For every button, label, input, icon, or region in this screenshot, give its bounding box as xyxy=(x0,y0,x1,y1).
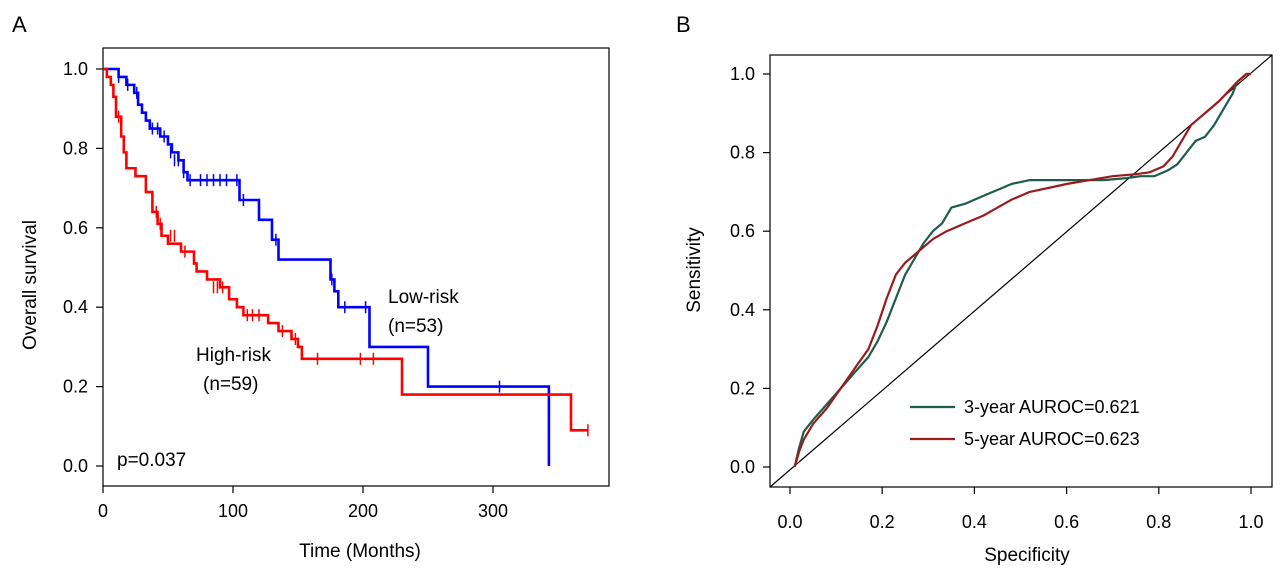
km-y-tick-label: 0.6 xyxy=(63,218,88,238)
panel-a: A 0.0 0.2 0.4 0.6 0.8 1.0 0 100 200 300 Time (Mo… xyxy=(12,12,610,562)
panel-b: B 0.00.20.40.60.81.0 0.0 0.2 0.4 0.6 0.8 1.0 … xyxy=(676,12,1273,566)
km-low-risk-n: (n=53) xyxy=(388,316,443,337)
roc-y-tick-label: 0.8 xyxy=(730,143,755,163)
km-low-risk-label: Low-risk xyxy=(388,287,459,308)
roc-x-tick-label: 0.2 xyxy=(870,512,895,532)
roc-curve-3-year-auroc-0-621 xyxy=(793,72,1251,468)
roc-x-tick-label: 0.0 xyxy=(777,512,802,532)
km-y-axis-title: Overall survival xyxy=(20,220,41,350)
roc-x-tick-label: 0.4 xyxy=(962,512,987,532)
panel-b-letter: B xyxy=(676,12,691,37)
roc-y-tick-label: 0.4 xyxy=(730,300,755,320)
roc-y-axis-title: Sensitivity xyxy=(684,227,705,313)
km-pvalue: p=0.037 xyxy=(117,450,186,471)
roc-legend-label-3-year: 3-year AUROC=0.621 xyxy=(964,397,1140,417)
km-series-group xyxy=(103,67,589,466)
roc-x-tick-label: 0.8 xyxy=(1146,512,1171,532)
panel-a-letter: A xyxy=(12,12,27,37)
roc-legend-label-5-year: 5-year AUROC=0.623 xyxy=(964,429,1140,449)
roc-curve-5-year-auroc-0-623 xyxy=(793,72,1251,468)
km-high-risk-n: (n=59) xyxy=(203,374,258,395)
roc-legend: 3-year AUROC=0.621 5-year AUROC=0.623 xyxy=(910,397,1140,449)
km-x-axis-title: Time (Months) xyxy=(299,541,421,562)
roc-diagonal xyxy=(769,54,1273,488)
roc-series-group xyxy=(793,72,1251,468)
roc-x-tick-label: 0.6 xyxy=(1054,512,1079,532)
km-y-tick-label: 0.2 xyxy=(63,377,88,397)
km-high-risk-label: High-risk xyxy=(196,345,271,366)
roc-x-axis-title: Specificity xyxy=(984,545,1070,566)
km-x-tick-label: 300 xyxy=(478,501,508,521)
km-x-tick-label: 100 xyxy=(218,501,248,521)
roc-y-tick-label: 1.0 xyxy=(730,64,755,84)
roc-y-tick-label: 0.2 xyxy=(730,378,755,398)
km-y-tick-label: 0.4 xyxy=(63,297,88,317)
km-curve-low-risk xyxy=(103,67,551,466)
km-y-tick-label: 0.0 xyxy=(63,456,88,476)
km-x-tick-label: 200 xyxy=(348,501,378,521)
km-x-axis: 0 100 200 300 xyxy=(98,486,508,521)
km-plot-frame xyxy=(102,47,610,487)
roc-y-tick-label: 0.0 xyxy=(730,457,755,477)
km-y-tick-label: 0.8 xyxy=(63,138,88,158)
km-curve-high-risk xyxy=(103,67,588,432)
roc-y-axis: 0.0 0.2 0.4 0.6 0.8 1.0 xyxy=(730,64,770,477)
km-y-axis: 0.0 0.2 0.4 0.6 0.8 1.0 xyxy=(63,59,103,476)
roc-x-tick-label: 1.0 xyxy=(1238,512,1263,532)
roc-plot-frame xyxy=(769,54,1273,488)
roc-x-axis: 0.0 0.2 0.4 0.6 0.8 1.0 xyxy=(777,487,1264,532)
km-x-tick-label: 0 xyxy=(98,501,108,521)
roc-y-tick-label: 0.6 xyxy=(730,221,755,241)
km-y-tick-label: 1.0 xyxy=(63,59,88,79)
